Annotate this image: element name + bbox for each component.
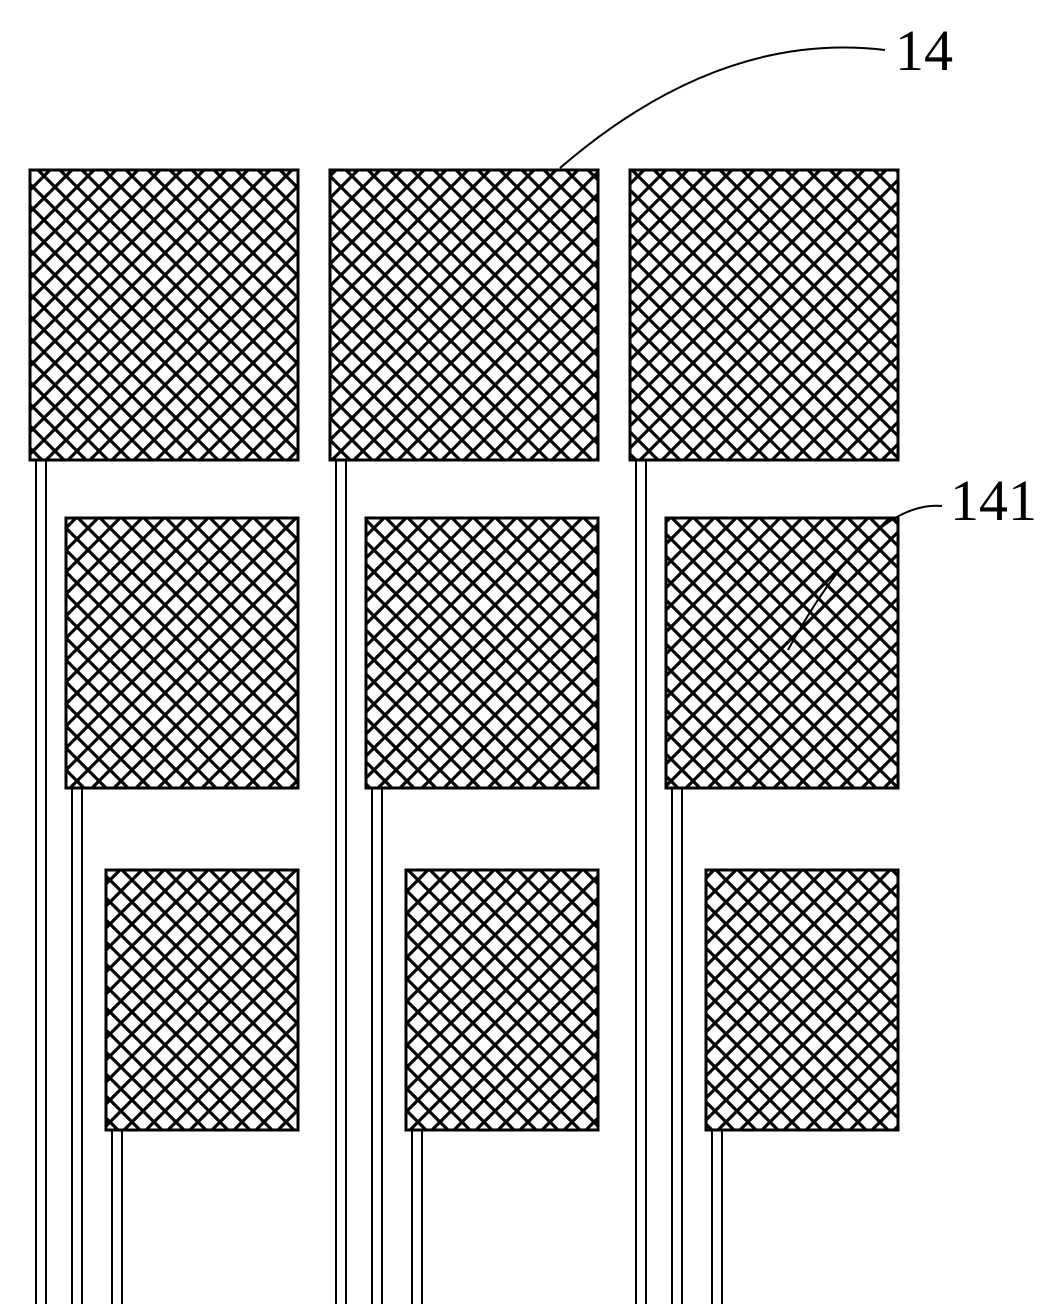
electrode-array: [30, 170, 898, 1130]
electrode-c1-r2: [406, 870, 598, 1130]
electrode-c0-r1: [66, 518, 298, 788]
electrode-c2-r2: [706, 870, 898, 1130]
electrode-c2-r0: [630, 170, 898, 460]
electrode-c0-r2: [106, 870, 298, 1130]
electrode-c0-r0: [30, 170, 298, 460]
electrode-c1-r1: [366, 518, 598, 788]
electrode-c1-r0: [330, 170, 598, 460]
label-141-text: 141: [950, 468, 1037, 533]
label-14-leader: [560, 47, 885, 168]
label-14-text: 14: [895, 18, 953, 83]
label-14: 14: [560, 18, 953, 168]
electrode-c2-r1: [666, 518, 898, 788]
